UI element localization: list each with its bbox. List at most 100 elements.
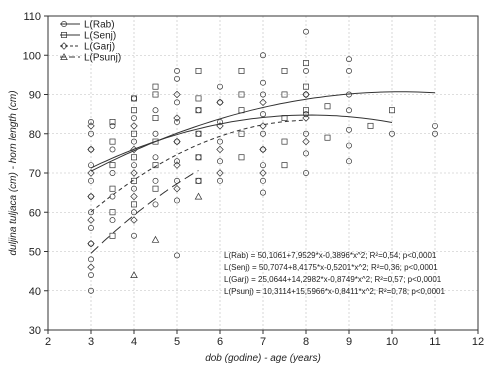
point-lsenj bbox=[152, 83, 159, 90]
equation-3: L(Garj) = 25,0644+14,2982*x-0,8749*x^2; … bbox=[224, 275, 442, 284]
point-lsenj bbox=[281, 162, 288, 169]
point-lsenj bbox=[152, 115, 159, 121]
point-lgarj bbox=[216, 169, 224, 177]
point-lgarj bbox=[173, 137, 181, 146]
x-tick-label: 8 bbox=[303, 336, 309, 348]
point-lrab bbox=[88, 224, 94, 231]
point-lrab bbox=[303, 28, 309, 35]
point-lgarj bbox=[173, 114, 181, 122]
legend: L(Rab)L(Senj)L(Garj)L(Psunj) bbox=[60, 20, 121, 64]
y-tick-label: 40 bbox=[29, 286, 41, 298]
point-lgarj bbox=[173, 185, 181, 193]
equation-1: L(Rab) = 50,1061+7,9529*x-0,3896*x^2; R²… bbox=[224, 251, 437, 260]
point-lsenj bbox=[152, 91, 159, 98]
point-lgarj bbox=[87, 192, 95, 201]
x-tick-label: 6 bbox=[217, 336, 223, 348]
point-lsenj bbox=[131, 95, 137, 102]
point-lsenj bbox=[152, 185, 159, 192]
point-lrab bbox=[303, 111, 309, 118]
point-lsenj bbox=[152, 138, 159, 145]
point-lrab bbox=[303, 130, 309, 137]
x-tick-label: 12 bbox=[472, 336, 484, 348]
point-lsenj bbox=[303, 83, 309, 90]
point-lgarj bbox=[87, 263, 95, 271]
point-lrab bbox=[88, 177, 94, 184]
point-lgarj bbox=[216, 145, 224, 154]
legend-marker-lsenj bbox=[61, 32, 67, 38]
y-tick-label: 100 bbox=[23, 50, 41, 62]
legend-label-lrab: L(Rab) bbox=[84, 20, 115, 31]
point-lrab bbox=[174, 252, 180, 259]
point-lsenj bbox=[303, 107, 309, 114]
x-tick-label: 4 bbox=[131, 336, 137, 348]
point-lsenj bbox=[131, 154, 137, 161]
point-lrab bbox=[152, 107, 159, 114]
y-tick-label: 90 bbox=[29, 90, 41, 102]
legend-label-lsenj: L(Senj) bbox=[84, 31, 116, 42]
legend-label-lgarj: L(Garj) bbox=[84, 42, 115, 53]
x-tick-label: 5 bbox=[174, 336, 180, 348]
x-tick-label: 7 bbox=[260, 336, 266, 348]
point-lrab bbox=[346, 142, 352, 149]
point-lsenj bbox=[195, 95, 202, 102]
point-lsenj bbox=[281, 91, 288, 98]
y-tick-label: 110 bbox=[23, 11, 41, 23]
point-lrab bbox=[303, 170, 309, 176]
point-lrab bbox=[217, 177, 223, 184]
y-tick-label: 30 bbox=[29, 325, 41, 337]
point-lrab bbox=[217, 99, 223, 106]
point-lrab bbox=[131, 115, 137, 122]
fit-curve-lrab bbox=[90, 91, 436, 172]
point-lgarj bbox=[216, 98, 224, 107]
point-lrab bbox=[217, 158, 223, 165]
point-lrab bbox=[260, 146, 266, 153]
equation-2: L(Senj) = 50,7074+8,4175*x-0,5201*x^2; R… bbox=[224, 263, 438, 272]
legend-marker-lrab bbox=[61, 21, 67, 27]
point-lrab bbox=[152, 130, 159, 137]
equation-annotations: L(Rab) = 50,1061+7,9529*x-0,3896*x^2; R²… bbox=[224, 251, 446, 296]
point-lrab bbox=[260, 177, 266, 184]
point-lrab bbox=[152, 154, 159, 161]
legend-marker-lpsunj bbox=[60, 53, 68, 60]
point-lgarj bbox=[87, 145, 95, 154]
point-lrab bbox=[346, 107, 352, 114]
point-lrab bbox=[346, 56, 352, 63]
point-lrab bbox=[217, 138, 223, 145]
point-lsenj bbox=[367, 122, 374, 129]
point-lsenj bbox=[195, 177, 202, 184]
point-lsenj bbox=[131, 130, 137, 137]
point-lpsunj bbox=[194, 192, 203, 200]
point-lrab bbox=[346, 67, 352, 74]
fit-curve-lpsunj bbox=[90, 170, 199, 254]
point-lsenj bbox=[324, 103, 331, 110]
legend-marker-lgarj bbox=[60, 42, 68, 50]
point-lrab bbox=[432, 130, 438, 137]
point-lrab bbox=[303, 67, 309, 74]
point-lrab bbox=[303, 91, 309, 98]
point-lrab bbox=[174, 197, 180, 204]
y-tick-label: 60 bbox=[29, 207, 41, 219]
point-lpsunj bbox=[151, 235, 160, 243]
point-lrab bbox=[174, 67, 180, 74]
point-lrab bbox=[260, 130, 266, 137]
point-lrab bbox=[131, 185, 137, 192]
point-lpsunj bbox=[130, 271, 138, 278]
point-lrab bbox=[109, 146, 116, 153]
point-lsenj bbox=[195, 154, 202, 161]
point-lsenj bbox=[152, 162, 159, 169]
point-lsenj bbox=[238, 67, 245, 74]
point-lgarj bbox=[130, 216, 138, 224]
fit-curve-lsenj bbox=[90, 114, 393, 169]
point-lgarj bbox=[173, 90, 181, 99]
point-lgarj bbox=[302, 90, 310, 99]
point-lrab bbox=[432, 122, 438, 129]
x-tick-label: 9 bbox=[346, 336, 352, 348]
point-lsenj bbox=[131, 107, 137, 114]
x-tick-label: 10 bbox=[386, 336, 398, 348]
point-lrab bbox=[260, 189, 266, 196]
point-lrab bbox=[109, 122, 116, 129]
fit-curves bbox=[90, 91, 436, 254]
point-lrab bbox=[152, 177, 159, 184]
point-lrab bbox=[109, 217, 116, 224]
